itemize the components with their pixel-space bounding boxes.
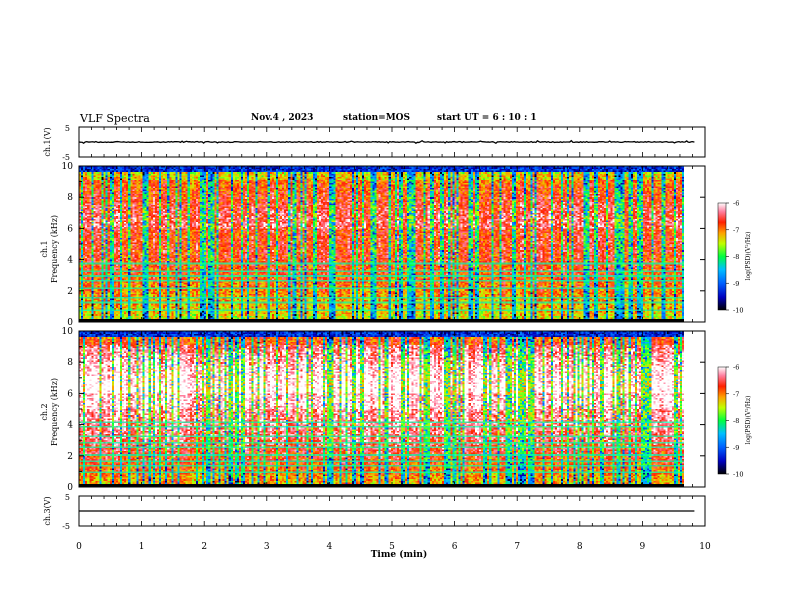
ch1-voltage-panel: 5 -5 ch.1(V) bbox=[43, 124, 706, 162]
time-axis-label: Time (min) bbox=[371, 549, 428, 560]
date-label: Nov.4 , 2023 bbox=[251, 113, 314, 123]
ch3-ytick-bottom: -5 bbox=[62, 522, 70, 531]
freq-tick-label: 0 bbox=[67, 318, 73, 328]
colorbar-tick-label: -10 bbox=[733, 307, 743, 315]
ch2-spectrogram-ylabel-channel: ch.2 bbox=[40, 403, 49, 420]
freq-tick-label: 2 bbox=[67, 287, 73, 297]
time-axis-ticks bbox=[78, 127, 706, 526]
ch2-spectrogram-ylabel-frequency: Frequency (kHz) bbox=[50, 378, 59, 446]
start-time-label: start UT = 6 : 10 : 1 bbox=[437, 113, 537, 123]
time-tick-label: 6 bbox=[452, 542, 458, 552]
colorbar-tick-label: -10 bbox=[733, 471, 743, 479]
station-label: station=MOS bbox=[343, 113, 411, 123]
time-tick-label: 8 bbox=[577, 542, 583, 552]
freq-tick-label: 2 bbox=[67, 452, 73, 462]
ch1-voltage-trace bbox=[78, 139, 695, 145]
ch1-colorbar-label: log(PSD)(V²/Hz) bbox=[745, 232, 752, 281]
ch2-frequency-ticks: 0 2 4 6 8 10 bbox=[62, 327, 705, 493]
ch2-spectrogram-panel: 0 2 4 6 8 10 ch.2 Frequency (kHz) -6 -7 -8 -9 -10… bbox=[40, 327, 752, 493]
ch1-spectrogram-panel: 0 2 4 6 8 10 ch.1 Frequency (kHz) -6 -7 -8 -9 -10… bbox=[40, 162, 752, 328]
chart-title: VLF Spectra bbox=[80, 112, 150, 125]
voltage-line bbox=[78, 139, 695, 145]
colorbar-tick-label: -9 bbox=[733, 444, 739, 452]
freq-tick-label: 10 bbox=[62, 162, 74, 172]
ch1-colorbar bbox=[717, 202, 727, 311]
time-tick-label: 2 bbox=[201, 542, 207, 552]
ch1-spectrogram-ylabel-channel: ch.1 bbox=[40, 240, 49, 257]
ch1-spectrogram-ylabel-frequency: Frequency (kHz) bbox=[50, 215, 59, 283]
freq-tick-label: 8 bbox=[67, 193, 73, 203]
colorbar-tick-label: -7 bbox=[733, 226, 739, 234]
time-tick-label: 1 bbox=[139, 542, 145, 552]
colorbar-tick-label: -6 bbox=[733, 200, 739, 208]
freq-tick-label: 6 bbox=[67, 224, 73, 234]
time-tick-label: 7 bbox=[514, 542, 520, 552]
ch3-voltage-ylabel: ch.3(V) bbox=[43, 496, 52, 525]
ch2-colorbar bbox=[717, 366, 727, 475]
time-tick-label: 3 bbox=[264, 542, 270, 552]
colorbar-tick-label: -7 bbox=[733, 390, 739, 398]
ch1-ytick-bottom: -5 bbox=[62, 153, 70, 162]
spectrogram-raster bbox=[79, 166, 695, 322]
freq-tick-label: 10 bbox=[62, 327, 74, 337]
ch3-voltage-panel: 5 -5 ch.3(V) bbox=[43, 493, 706, 531]
ch3-ytick-top: 5 bbox=[65, 493, 70, 502]
time-axis-tick-labels: 0 1 2 3 4 5 6 7 8 9 10 bbox=[76, 542, 711, 552]
ch2-spectrogram-image bbox=[79, 331, 695, 487]
freq-tick-label: 4 bbox=[67, 256, 73, 266]
ch2-colorbar-ticks: -6 -7 -8 -9 -10 bbox=[726, 364, 743, 479]
colorbar-tick-label: -8 bbox=[733, 417, 739, 425]
freq-tick-label: 4 bbox=[67, 421, 73, 431]
colorbar-tick-label: -6 bbox=[733, 364, 739, 372]
ch1-spectrogram-image bbox=[79, 166, 695, 322]
time-tick-label: 4 bbox=[327, 542, 333, 552]
spectrogram-raster bbox=[79, 331, 695, 487]
freq-tick-label: 0 bbox=[67, 483, 73, 493]
time-tick-label: 0 bbox=[76, 542, 82, 552]
time-tick-label: 5 bbox=[389, 542, 395, 552]
ch1-voltage-ylabel: ch.1(V) bbox=[43, 127, 52, 156]
time-tick-label: 10 bbox=[699, 542, 711, 552]
freq-tick-label: 6 bbox=[67, 389, 73, 399]
ch1-colorbar-ticks: -6 -7 -8 -9 -10 bbox=[726, 200, 743, 315]
time-tick-label: 9 bbox=[640, 542, 646, 552]
ch2-colorbar-label: log(PSD)(V²/Hz) bbox=[745, 396, 752, 445]
freq-tick-label: 8 bbox=[67, 358, 73, 368]
ch1-ytick-top: 5 bbox=[65, 124, 70, 133]
ch1-frequency-ticks: 0 2 4 6 8 10 bbox=[62, 162, 705, 328]
colorbar-tick-label: -8 bbox=[733, 253, 739, 261]
colorbar-tick-label: -9 bbox=[733, 280, 739, 288]
